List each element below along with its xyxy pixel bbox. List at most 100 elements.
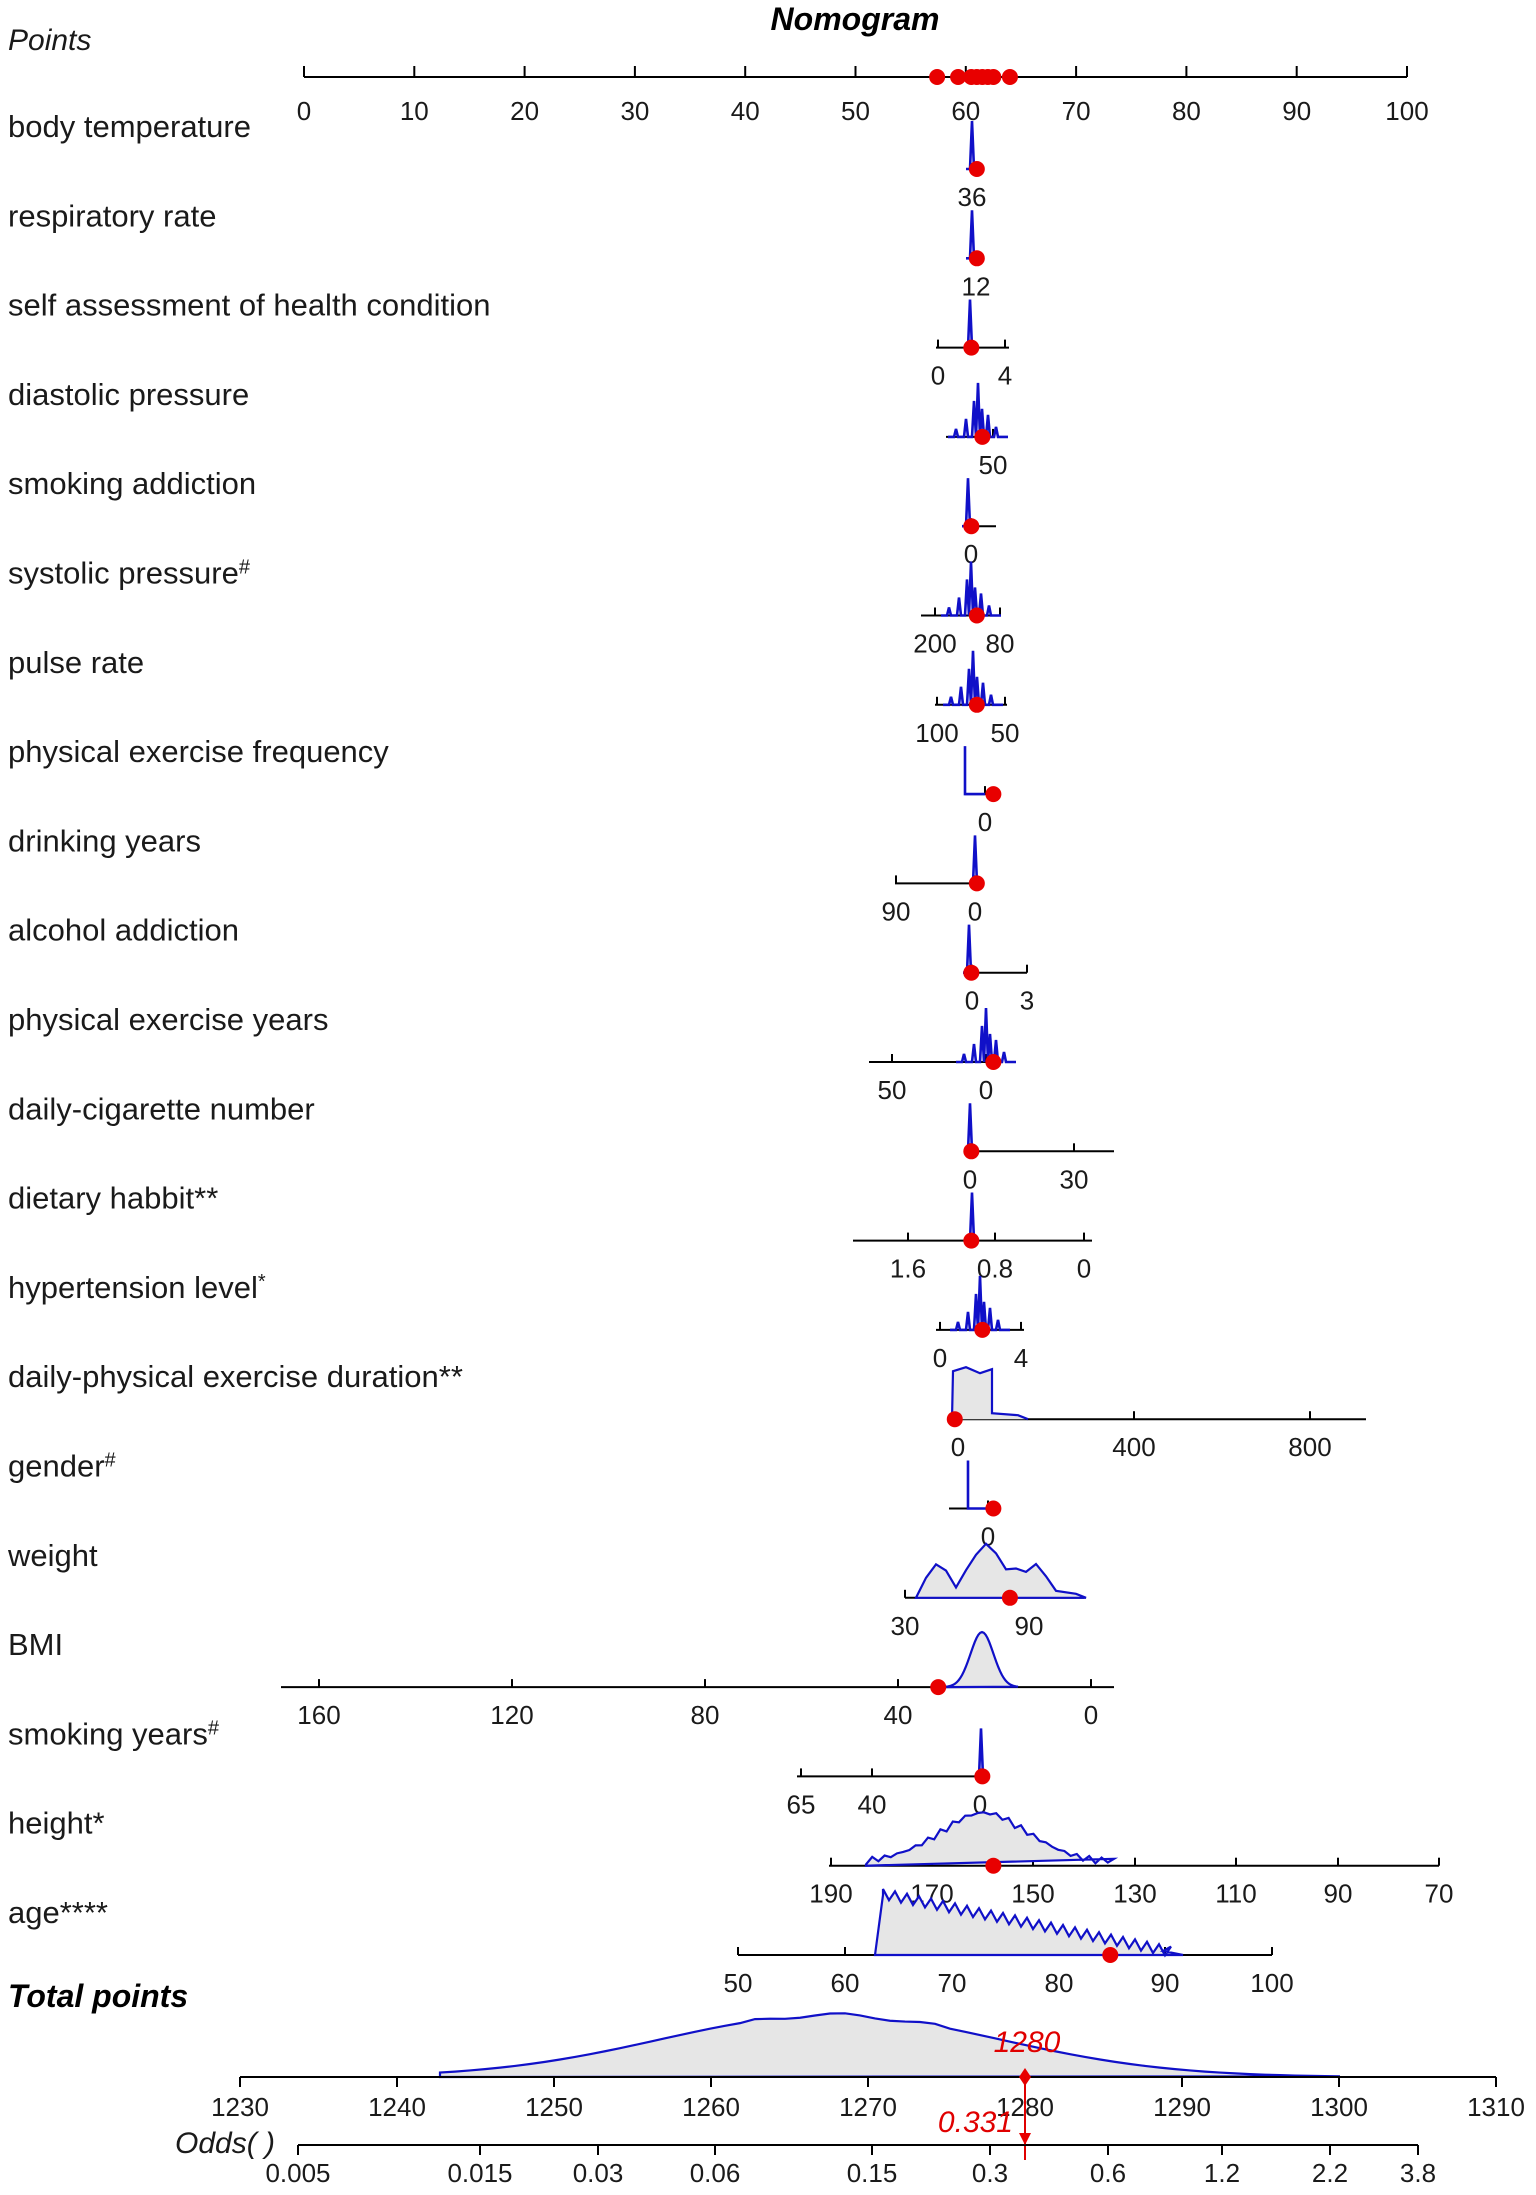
variable-tick-label: 0 — [979, 1075, 993, 1105]
variable-tick-label: 40 — [884, 1700, 913, 1730]
variable-row: smoking addiction 0 — [8, 466, 996, 569]
points-label: Points — [8, 24, 91, 57]
observation-point — [963, 518, 980, 535]
points-axis-dot — [929, 69, 946, 85]
variable-tick-label: 0 — [933, 1343, 947, 1373]
variable-label: BMI — [8, 1627, 63, 1662]
variable-row: hypertension level* 0 4 — [8, 1270, 1028, 1373]
variable-label: alcohol addiction — [8, 913, 239, 948]
variable-label: daily-physical exercise duration** — [8, 1359, 463, 1394]
variable-row: daily-cigarette number 0 30 — [8, 1091, 1114, 1194]
variable-tick-label: 70 — [938, 1968, 967, 1998]
points-axis-dot — [1001, 69, 1018, 85]
variable-tick-label: 0.8 — [977, 1254, 1013, 1284]
significance-marker: # — [105, 1450, 117, 1472]
density-curve — [956, 1007, 1016, 1064]
points-tick-label: 40 — [731, 96, 760, 126]
variable-label: physical exercise years — [8, 1002, 328, 1037]
variable-tick-label: 200 — [913, 629, 956, 659]
significance-marker: ** — [439, 1359, 463, 1394]
density-curve — [950, 1366, 1029, 1421]
points-tick-label: 70 — [1062, 96, 1091, 126]
variable-label: smoking years# — [8, 1716, 220, 1751]
odds-tick-label: 1.2 — [1204, 2158, 1240, 2188]
significance-marker: * — [258, 1271, 266, 1293]
variable-row: drinking years 90 0 — [8, 823, 982, 926]
observation-point — [963, 1232, 980, 1249]
variable-tick-label: 800 — [1288, 1432, 1331, 1462]
points-tick-label: 10 — [400, 96, 429, 126]
density-curve — [941, 561, 1001, 617]
variable-tick-label: 0 — [978, 807, 992, 837]
variable-tick-label: 1.6 — [890, 1254, 926, 1284]
variable-label: pulse rate — [8, 645, 144, 680]
variable-label: hypertension level* — [8, 1270, 266, 1305]
odds-value-label: 0.331 — [938, 2106, 1013, 2139]
observation-point — [985, 1054, 1002, 1070]
points-tick-label: 60 — [951, 96, 980, 126]
density-curve — [864, 1811, 1119, 1867]
variable-tick-label: 0 — [965, 986, 979, 1016]
variable-tick-label: 130 — [1113, 1879, 1156, 1909]
variable-tick-label: 50 — [991, 718, 1020, 748]
variable-tick-label: 0 — [951, 1432, 965, 1462]
total-density-curve — [438, 2012, 1341, 2079]
variable-row: pulse rate 100 50 — [8, 645, 1019, 748]
density-curve — [948, 382, 1008, 439]
odds-tick-label: 0.015 — [447, 2158, 512, 2188]
observation-point — [968, 607, 985, 624]
variable-tick-label: 100 — [1250, 1968, 1293, 1998]
density-curve — [963, 746, 985, 796]
observation-point — [985, 1500, 1002, 1517]
observation-point — [974, 428, 991, 445]
observation-point — [1102, 1947, 1119, 1963]
variable-label: self assessment of health condition — [8, 288, 491, 323]
variable-label: systolic pressure# — [8, 556, 251, 591]
total-tick-label: 1270 — [839, 2092, 897, 2122]
total-tick-label: 1230 — [211, 2092, 269, 2122]
variable-label: weight — [7, 1538, 98, 1573]
total-tick-label: 1310 — [1467, 2092, 1525, 2122]
variable-row: respiratory rate 12 — [8, 198, 990, 301]
points-tick-label: 30 — [620, 96, 649, 126]
significance-marker: # — [208, 1717, 220, 1739]
variable-tick-label: 90 — [1151, 1968, 1180, 1998]
variable-row: body temperature 36 — [8, 109, 986, 212]
variable-label: diastolic pressure — [8, 377, 249, 412]
variable-tick-label: 0 — [964, 539, 978, 569]
total-tick-label: 1290 — [1153, 2092, 1211, 2122]
odds-value-marker — [1019, 2133, 1031, 2145]
significance-marker: **** — [60, 1895, 108, 1930]
variable-tick-label: 80 — [986, 629, 1015, 659]
significance-marker: # — [239, 557, 251, 579]
variable-row: age**** 50 60 70 80 90 100 — [8, 1895, 1294, 1998]
variable-label: respiratory rate — [8, 198, 216, 233]
observation-point — [1001, 1589, 1018, 1606]
total-tick-label: 1260 — [682, 2092, 740, 2122]
total-tick-label: 1240 — [368, 2092, 426, 2122]
observation-point — [946, 1411, 963, 1428]
variable-label: age**** — [8, 1895, 108, 1930]
observation-point — [968, 161, 985, 177]
variable-row: daily-physical exercise duration** 0 400 80… — [8, 1359, 1366, 1462]
observation-point — [974, 1768, 991, 1785]
total-tick-label: 1300 — [1310, 2092, 1368, 2122]
variable-row: physical exercise years 50 0 — [8, 1002, 993, 1105]
variable-row: weight 30 90 — [7, 1538, 1084, 1641]
variable-tick-label: 0 — [1084, 1700, 1098, 1730]
total-value-label: 1280 — [994, 2026, 1061, 2059]
variable-tick-label: 80 — [1045, 1968, 1074, 1998]
variable-row: dietary habbit** 1.6 0.8 0 — [8, 1181, 1092, 1284]
variable-tick-label: 50 — [979, 450, 1008, 480]
observation-point — [968, 696, 985, 713]
variable-tick-label: 150 — [1011, 1879, 1054, 1909]
variable-tick-label: 120 — [490, 1700, 533, 1730]
variable-tick-label: 30 — [1060, 1164, 1089, 1194]
density-curve — [943, 650, 1003, 707]
points-tick-label: 0 — [297, 96, 311, 126]
observation-point — [985, 1857, 1002, 1874]
variable-label: body temperature — [8, 109, 251, 144]
density-curve — [950, 1275, 1010, 1332]
variable-tick-label: 100 — [915, 718, 958, 748]
